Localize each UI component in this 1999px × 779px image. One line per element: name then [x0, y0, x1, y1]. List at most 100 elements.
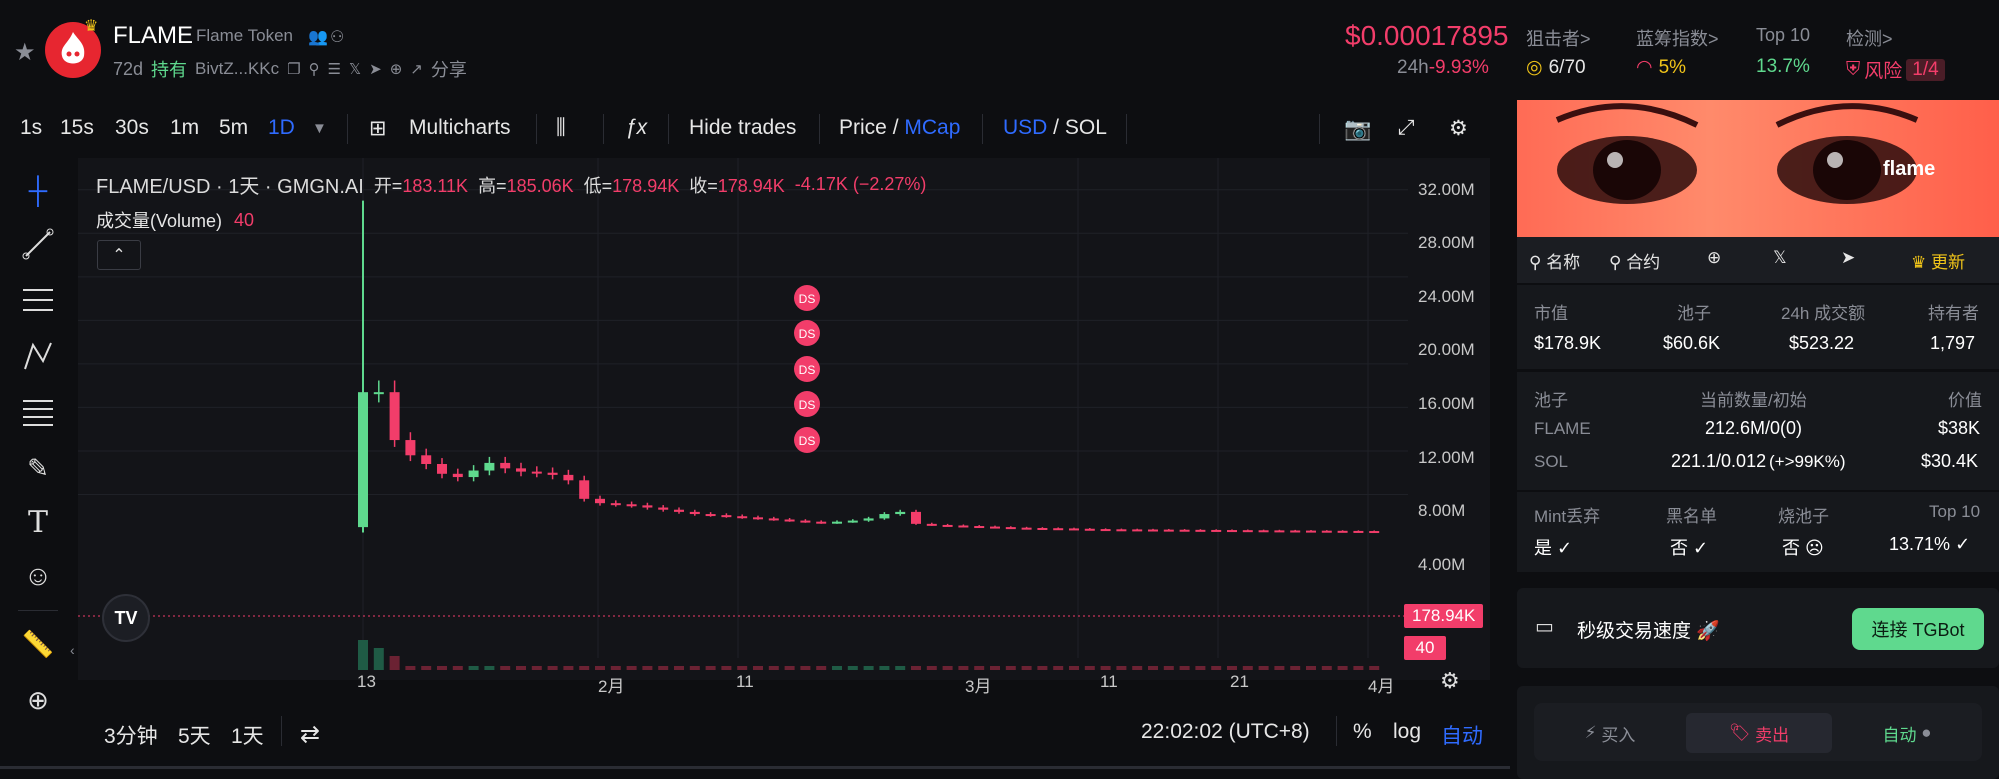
interval-15s[interactable]: 15s: [60, 116, 94, 139]
auto-tab[interactable]: 自动 ●: [1882, 723, 1932, 745]
top10-value: 13.7%: [1756, 56, 1810, 77]
telegram-icon[interactable]: ➤: [369, 61, 382, 78]
search-icon[interactable]: ⚲: [308, 61, 320, 78]
search-name-link[interactable]: ⚲ 名称: [1529, 253, 1581, 272]
volume-bar: [847, 666, 858, 670]
divider: [819, 114, 820, 144]
ds-marker: [794, 391, 820, 417]
range-3min[interactable]: 3分钟: [104, 725, 158, 748]
brush-icon[interactable]: ✎: [27, 452, 49, 483]
website-icon[interactable]: ⊕: [1707, 248, 1722, 267]
multicharts-button[interactable]: Multicharts: [409, 116, 511, 139]
connect-tgbot-button[interactable]: 连接 TGBot: [1852, 608, 1984, 650]
fullscreen-icon[interactable]: ⤢: [1398, 116, 1415, 139]
share-icon[interactable]: ↗: [410, 61, 423, 78]
search-contract-link[interactable]: ⚲ 合约: [1609, 253, 1661, 272]
goto-date-icon[interactable]: ⇄: [300, 721, 321, 748]
trendline-icon[interactable]: [18, 224, 58, 264]
candle: [1005, 527, 1016, 530]
settings-icon[interactable]: ⚙: [1449, 117, 1468, 140]
y-tick: 20.00M: [1418, 340, 1475, 359]
candles-icon[interactable]: ⫼: [556, 116, 566, 139]
buy-tab[interactable]: ⚡ 买入: [1584, 723, 1636, 745]
interval-5m[interactable]: 5m: [219, 116, 249, 139]
candle: [942, 524, 953, 527]
pattern-icon[interactable]: [18, 336, 58, 376]
volume-bar: [1053, 666, 1064, 670]
copy-icon[interactable]: ❐: [287, 61, 301, 78]
twitter-icon[interactable]: 𝕏: [349, 61, 362, 78]
collapse-legend-button[interactable]: ⌃: [97, 240, 141, 270]
chart-settings-icon[interactable]: ⚙: [1440, 668, 1460, 693]
price-toggle[interactable]: Price / MCap: [839, 116, 961, 139]
candle: [800, 520, 811, 523]
range-5d[interactable]: 5天: [178, 725, 211, 748]
telegram-icon[interactable]: ➤: [1841, 248, 1856, 267]
horizontal-lines-icon[interactable]: [18, 280, 58, 320]
interval-1d[interactable]: 1D: [268, 116, 295, 139]
crosshair-icon[interactable]: ┼: [28, 174, 48, 205]
volume-bar: [926, 666, 937, 670]
volume-bar: [1258, 666, 1269, 670]
snipers-label[interactable]: 狙击者>: [1526, 29, 1591, 49]
log-toggle[interactable]: log: [1393, 720, 1422, 743]
shield-icon: ⛨: [1846, 58, 1861, 80]
volume-bar: [1337, 666, 1348, 670]
candle: [863, 518, 874, 521]
list-icon[interactable]: ☰: [327, 61, 342, 78]
candle: [1195, 529, 1206, 532]
divider: [668, 114, 669, 144]
pool-value: $60.6K: [1663, 333, 1721, 353]
resize-handle[interactable]: [0, 766, 1510, 769]
volume-bar: [595, 666, 605, 670]
share-label[interactable]: 分享: [430, 60, 467, 80]
range-1d[interactable]: 1天: [231, 725, 264, 748]
volume-bar: [405, 666, 416, 670]
mint-label: Mint丢弃: [1534, 507, 1601, 526]
favorite-star-icon[interactable]: ★: [14, 39, 36, 66]
auto-toggle[interactable]: 自动: [1441, 725, 1483, 748]
candle: [958, 525, 969, 528]
plus-box-icon[interactable]: ⊞: [369, 117, 387, 140]
ohlc-change: -4.17K (−2.27%): [794, 174, 927, 194]
bluechip-label[interactable]: 蓝筹指数>: [1636, 29, 1719, 49]
website-icon[interactable]: ⊕: [389, 61, 403, 78]
audit-label[interactable]: 检测>: [1846, 29, 1893, 49]
contract-address[interactable]: BivtZ...KKc: [195, 59, 280, 78]
interval-1m[interactable]: 1m: [170, 116, 200, 139]
tradingview-logo-icon[interactable]: TV: [102, 594, 150, 642]
twitter-icon[interactable]: 𝕏: [1773, 248, 1787, 267]
interval-1s[interactable]: 1s: [20, 116, 43, 139]
hide-trades-button[interactable]: Hide trades: [689, 116, 797, 139]
change-value: -9.93%: [1428, 57, 1489, 78]
zoom-in-icon[interactable]: ⊕: [27, 684, 49, 715]
token-logo: [45, 22, 101, 78]
volume-bar: [1132, 666, 1143, 670]
interval-30s[interactable]: 30s: [115, 116, 149, 139]
pool-row-value: $30.4K: [1921, 451, 1979, 471]
indicators-icon[interactable]: ƒx: [625, 116, 648, 139]
text-icon[interactable]: T: [27, 504, 48, 540]
update-link[interactable]: ♛ 更新: [1911, 253, 1965, 272]
y-tick: 32.00M: [1418, 180, 1475, 199]
camera-icon[interactable]: 📷: [1344, 116, 1372, 141]
volume-bar: [421, 666, 432, 670]
percent-toggle[interactable]: %: [1353, 720, 1372, 743]
ruler-icon[interactable]: 📏: [21, 628, 55, 659]
collapse-left-icon[interactable]: ‹: [70, 642, 75, 658]
price-chart[interactable]: DS DS DS DS DS: [78, 158, 1490, 680]
fib-icon[interactable]: [18, 392, 58, 432]
market-cap-value: $178.9K: [1534, 333, 1602, 353]
security-checks: Mint丢弃 是 ✓ 黑名单 否 ✓ 烧池子 否 ☹ Top 10 13.71%…: [1517, 492, 1999, 572]
currency-toggle[interactable]: USD / SOL: [1003, 116, 1107, 139]
candle: [547, 472, 558, 475]
pool-row-amount: 221.1/0.012: [1671, 451, 1767, 471]
pool-row-change: (+>99K%): [1769, 452, 1846, 471]
candle: [974, 526, 985, 529]
emoji-icon[interactable]: ☺: [23, 560, 53, 591]
interval-dropdown-icon[interactable]: ▼: [312, 120, 327, 137]
candle: [516, 468, 526, 472]
sell-tab[interactable]: 🏷 卖出: [1686, 713, 1832, 753]
volume-bar: [1179, 666, 1190, 670]
chart-time: 22:02:02 (UTC+8): [1141, 720, 1310, 743]
